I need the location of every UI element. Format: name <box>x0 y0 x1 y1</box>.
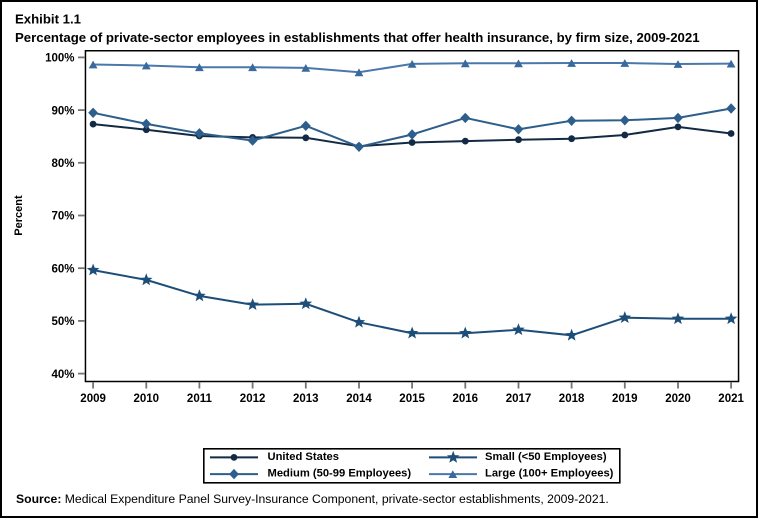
svg-text:2009: 2009 <box>80 393 106 405</box>
svg-text:2015: 2015 <box>399 393 425 405</box>
svg-text:70%: 70% <box>51 211 74 223</box>
svg-text:Source: Medical Expenditure Pa: Source: Medical Expenditure Panel Survey… <box>16 492 609 506</box>
svg-text:60%: 60% <box>51 263 74 275</box>
svg-text:50%: 50% <box>51 316 74 328</box>
svg-text:Exhibit 1.1: Exhibit 1.1 <box>15 11 81 26</box>
svg-text:Large (100+ Employees): Large (100+ Employees) <box>485 468 614 480</box>
svg-text:2013: 2013 <box>293 393 319 405</box>
svg-text:100%: 100% <box>45 53 74 65</box>
svg-text:2011: 2011 <box>187 393 213 405</box>
svg-text:2012: 2012 <box>240 393 266 405</box>
svg-text:United States: United States <box>268 451 340 463</box>
svg-text:2021: 2021 <box>718 393 744 405</box>
svg-text:2016: 2016 <box>453 393 479 405</box>
svg-text:Small (<50 Employees): Small (<50 Employees) <box>485 451 607 463</box>
svg-text:2018: 2018 <box>559 393 585 405</box>
svg-text:80%: 80% <box>51 158 74 170</box>
svg-text:Medium (50-99 Employees): Medium (50-99 Employees) <box>268 468 412 480</box>
svg-text:2020: 2020 <box>665 393 691 405</box>
svg-text:40%: 40% <box>51 369 74 381</box>
svg-text:2019: 2019 <box>612 393 638 405</box>
svg-text:2014: 2014 <box>346 393 372 405</box>
svg-text:2017: 2017 <box>506 393 532 405</box>
svg-text:Percent: Percent <box>13 195 25 236</box>
svg-text:Percentage of private-sector e: Percentage of private-sector employees i… <box>15 30 700 45</box>
svg-text:2010: 2010 <box>134 393 160 405</box>
svg-text:90%: 90% <box>51 105 74 117</box>
